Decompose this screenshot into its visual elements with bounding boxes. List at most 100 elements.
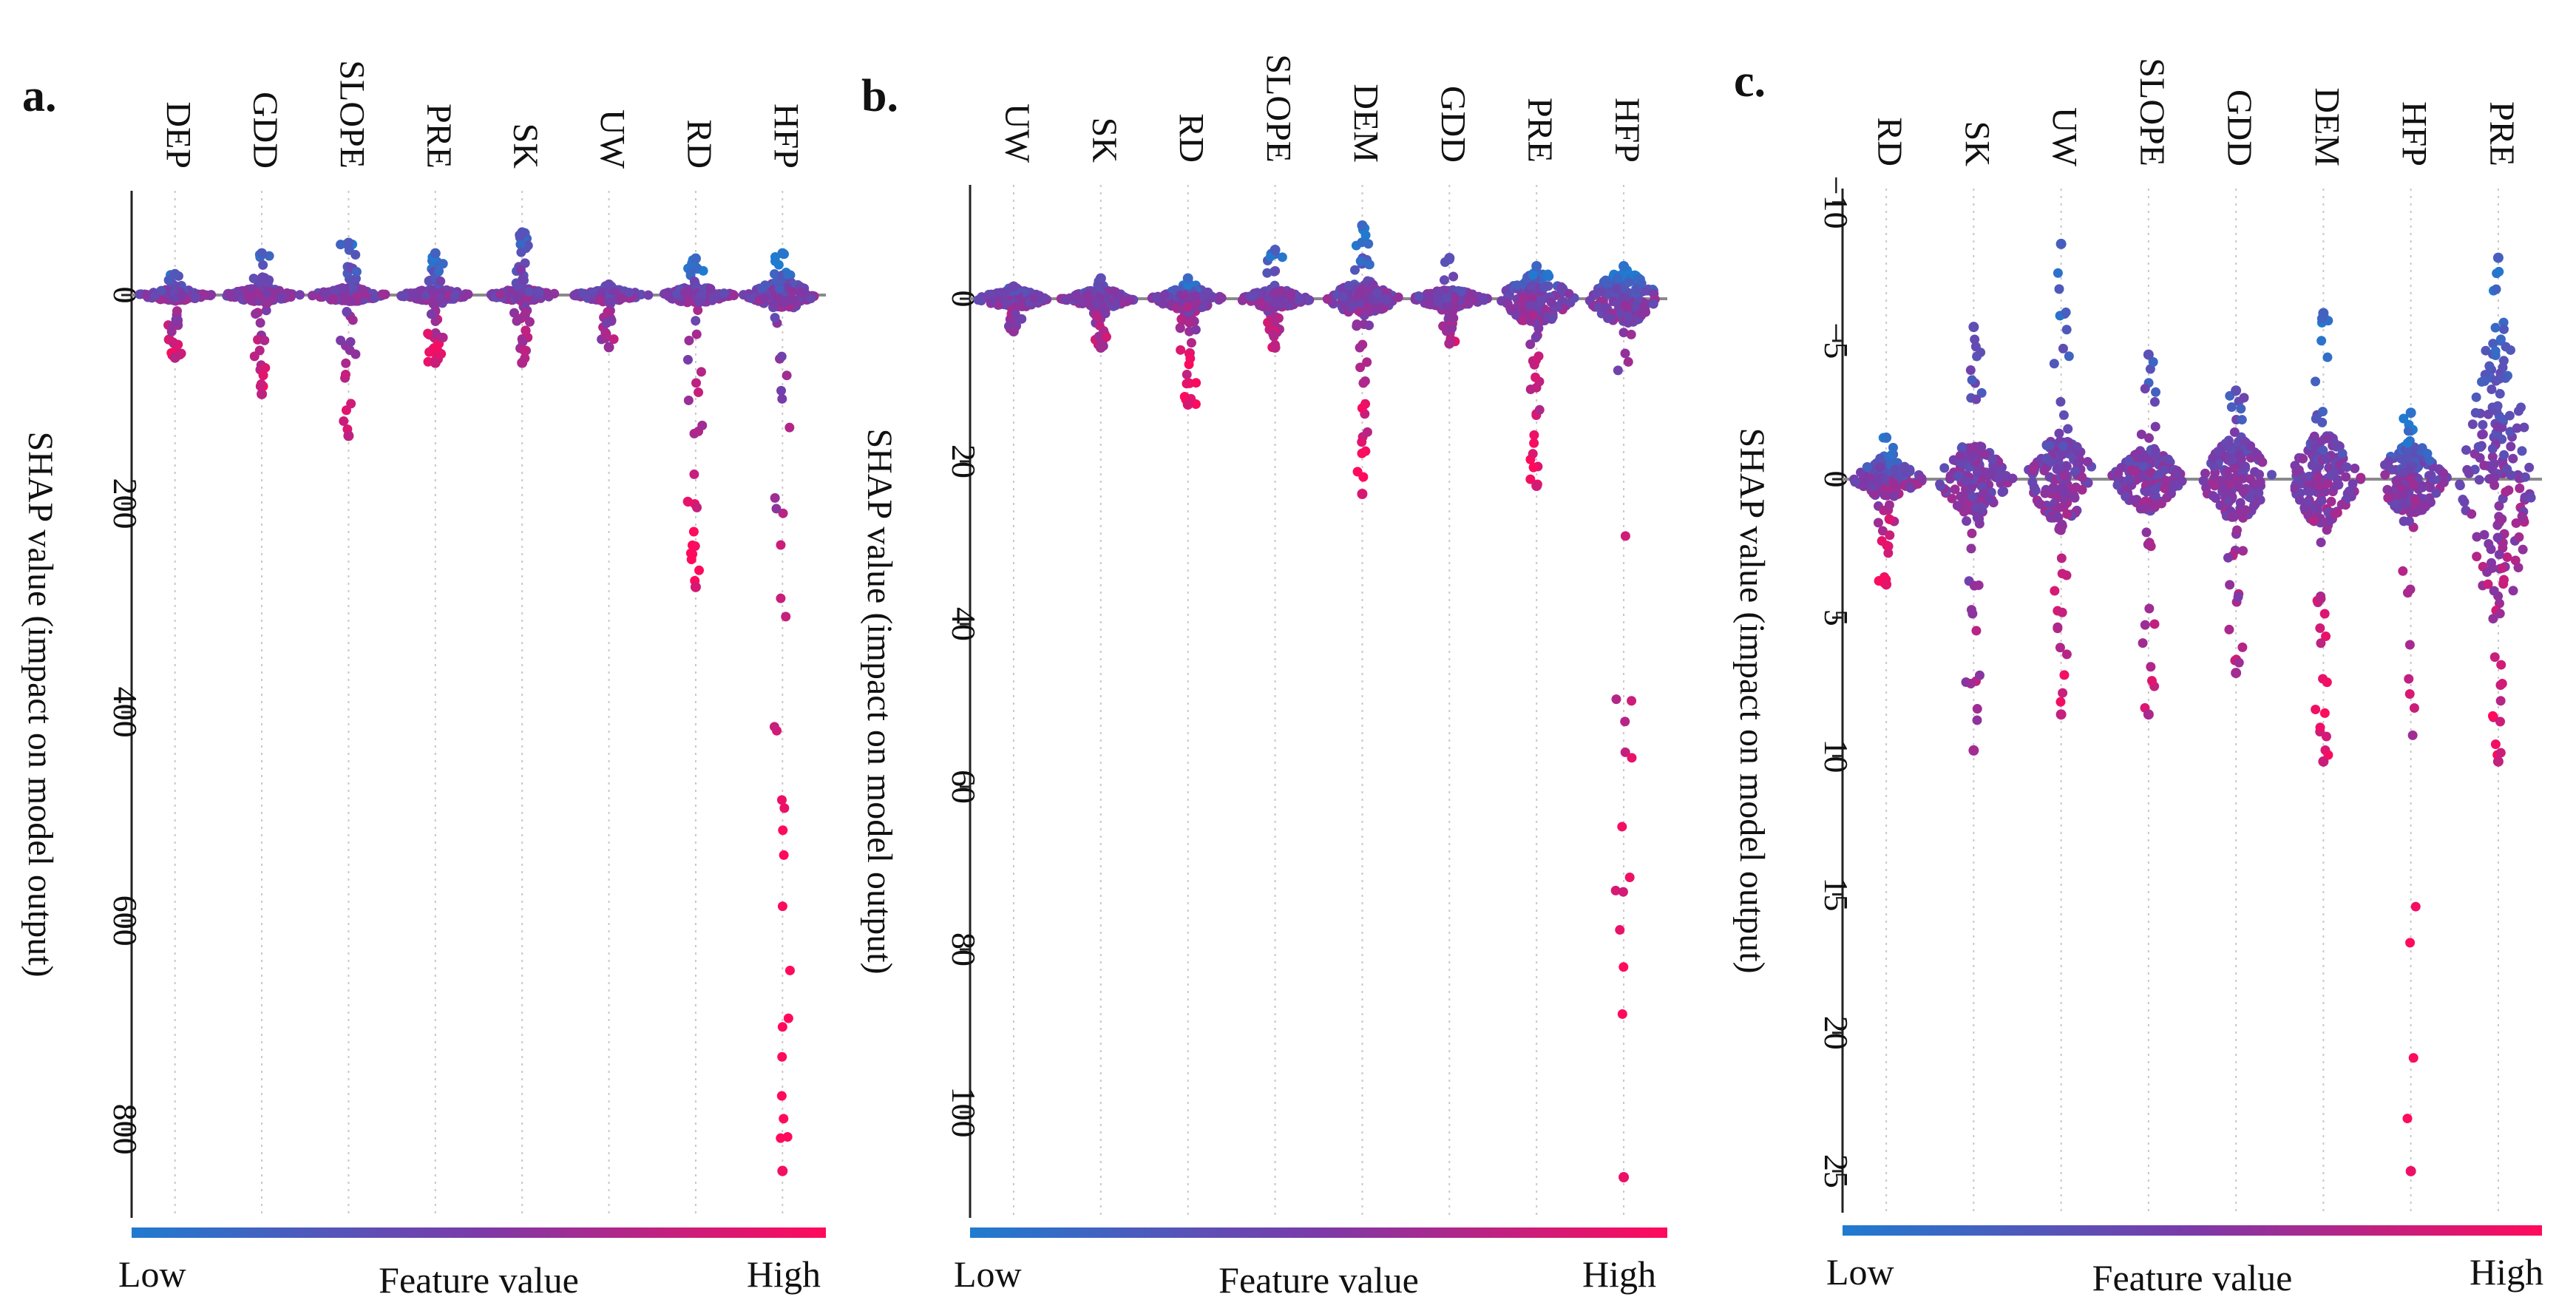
- shap-point: [1972, 704, 1982, 714]
- shap-point: [2322, 433, 2332, 443]
- shap-point: [2237, 473, 2248, 484]
- shap-point: [1092, 311, 1102, 322]
- shap-point: [685, 548, 696, 558]
- shap-point: [2508, 453, 2518, 464]
- shap-point: [2059, 670, 2070, 680]
- shap-point: [1973, 467, 1983, 477]
- shap-point: [518, 274, 528, 285]
- shap-point: [2405, 938, 2416, 948]
- shap-point: [2337, 448, 2348, 458]
- colorbar-high-label: High: [1582, 1253, 1656, 1295]
- shap-point: [1184, 317, 1195, 328]
- colorbar-low-label: Low: [954, 1253, 1022, 1295]
- swarm-sk: [1056, 273, 1139, 353]
- shap-point: [1862, 462, 1872, 473]
- shap-point-min: [603, 279, 614, 290]
- shap-point: [2490, 739, 2501, 750]
- y-tick-label: 25: [1817, 1154, 1855, 1188]
- shap-point: [2470, 407, 2481, 418]
- shap-point: [233, 288, 243, 298]
- shap-point: [1010, 309, 1020, 319]
- shap-point: [2510, 555, 2521, 566]
- shap-point: [2318, 445, 2328, 456]
- shap-point: [2168, 482, 2178, 492]
- shap-point: [2497, 434, 2507, 444]
- shap-point: [1947, 493, 1957, 504]
- shap-point: [594, 294, 605, 305]
- shap-point: [1939, 463, 1950, 473]
- shap-point: [1967, 492, 1978, 502]
- shap-point: [2240, 505, 2251, 515]
- shap-point: [2151, 387, 2161, 397]
- swarm-uw: [569, 279, 654, 353]
- shap-point: [1973, 580, 1984, 590]
- shap-point-min: [1008, 281, 1019, 292]
- shap-point: [1034, 291, 1045, 301]
- shap-point: [1175, 323, 1185, 333]
- shap-point: [1256, 298, 1267, 308]
- shap-point: [399, 291, 410, 302]
- shap-point: [1182, 302, 1193, 312]
- shap-point: [1546, 297, 1556, 308]
- shap-point: [781, 612, 791, 622]
- shap-point: [2172, 469, 2183, 479]
- shap-point: [2217, 483, 2228, 493]
- feature-label-rd: RD: [1870, 117, 1909, 166]
- y-tick-label: 80: [945, 932, 983, 966]
- shap-point: [1277, 252, 1287, 263]
- shap-point: [2141, 527, 2152, 538]
- shap-point: [346, 296, 356, 306]
- shap-point: [2484, 538, 2494, 549]
- shap-point: [2060, 487, 2070, 498]
- shap-point: [2322, 478, 2333, 489]
- shap-point: [2064, 351, 2074, 362]
- shap-point: [1899, 461, 1910, 472]
- shap-point: [2052, 464, 2062, 475]
- shap-point: [2236, 404, 2246, 414]
- shap-point: [2294, 495, 2305, 505]
- shap-point: [1976, 441, 1987, 452]
- shap-point: [1868, 489, 1879, 499]
- shap-point: [719, 288, 729, 299]
- shap-point: [976, 295, 986, 305]
- shap-point: [434, 266, 444, 277]
- shap-point: [776, 1133, 786, 1143]
- shap-point: [1276, 285, 1287, 296]
- shap-point: [1619, 328, 1629, 338]
- shap-point: [1962, 516, 1972, 526]
- shap-point: [1322, 294, 1332, 304]
- shap-point: [534, 287, 544, 297]
- shap-point: [1114, 291, 1125, 301]
- shap-point: [2238, 546, 2248, 556]
- shap-point: [776, 385, 787, 396]
- shap-point: [1190, 325, 1201, 335]
- shap-point: [1364, 320, 1375, 331]
- shap-point: [426, 309, 436, 319]
- shap-point: [2494, 501, 2504, 511]
- shap-point: [2334, 460, 2345, 470]
- shap-point: [779, 1114, 789, 1124]
- shap-point: [773, 260, 784, 270]
- shap-point: [518, 345, 529, 355]
- shap-point: [1882, 490, 1892, 501]
- shap-point: [2438, 468, 2449, 478]
- shap-point-min: [1270, 245, 1281, 255]
- shap-point: [1237, 295, 1247, 305]
- shap-point: [1621, 302, 1632, 312]
- shap-point: [2519, 422, 2529, 433]
- beeswarm-points: [1849, 238, 2536, 1176]
- shap-point: [2027, 465, 2038, 475]
- shap-point: [2515, 483, 2525, 493]
- shap-point-min: [517, 227, 528, 238]
- shap-point: [1601, 302, 1611, 312]
- swarm-sk: [486, 227, 560, 368]
- shap-point: [2467, 509, 2477, 519]
- shap-point: [1618, 887, 1628, 897]
- y-tick-label: 20: [945, 444, 983, 478]
- shap-point: [1856, 467, 1866, 478]
- shap-point: [782, 269, 793, 280]
- shap-point: [1531, 355, 1541, 365]
- shap-point: [1423, 299, 1433, 309]
- shap-point: [1518, 306, 1528, 316]
- shap-point: [435, 293, 446, 303]
